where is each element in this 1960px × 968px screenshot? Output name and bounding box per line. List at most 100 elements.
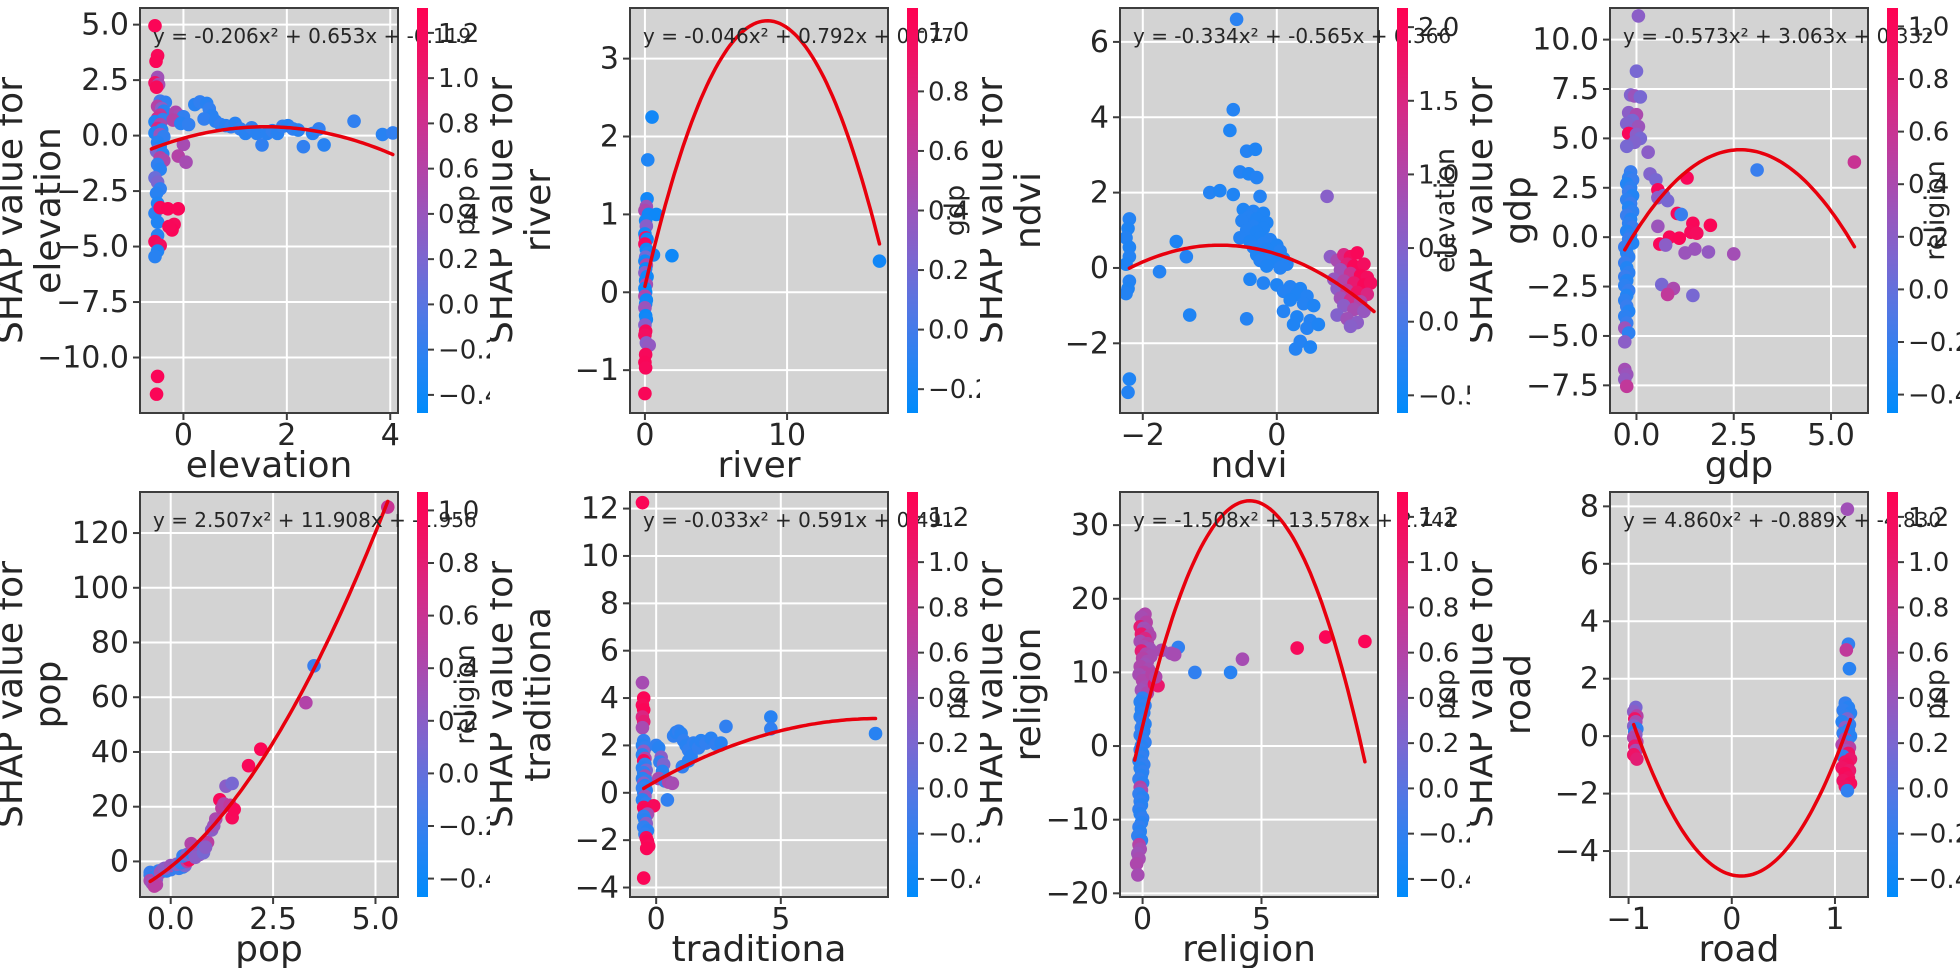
data-point [1120,286,1133,301]
x-axis: 0.0 2.5 5.0 [1613,413,1855,453]
colorbar-axis: 1.2 1.0 0.8 0.6 0.4 0.2 0.0 −0.2 −0.4 [918,503,980,895]
data-point [198,840,213,854]
fit-curve [1623,147,1857,252]
colorbar-tick-label: 0.5 [1418,234,1459,264]
data-point [1248,142,1263,157]
plot-background [1610,492,1868,897]
fit-curve [1132,499,1367,764]
colorbar-tick-label: −0.4 [1908,381,1960,411]
data-point [181,117,196,132]
equation-annotation: y = 2.507x² + 11.908x + -1.956 [153,508,477,532]
y-tick-label: 6 [1090,25,1109,60]
data-point [1311,317,1326,332]
colorbar-tick-label: 0.6 [1418,639,1459,669]
y-tick-label: 0.0 [1551,220,1599,255]
data-point [1750,163,1764,177]
x-tick-label: 0 [1133,902,1152,937]
x-axis-label: religion [1182,929,1316,968]
y-tick-label: 10 [1071,655,1109,690]
data-point [1641,145,1655,160]
y-tick-label: −2.5 [1526,270,1599,305]
data-point [1363,276,1378,290]
data-point [1630,752,1644,766]
y-tick-label: 1 [600,197,619,232]
data-point [1152,264,1167,279]
data-point [1235,652,1250,666]
colorbar [1397,8,1408,413]
colorbar-tick-label: −0.2 [1908,328,1960,358]
data-point [719,719,733,734]
colorbar-tick-label: 0.8 [1418,593,1459,623]
data-point [1303,340,1318,354]
y-tick-label: 2.5 [81,63,129,98]
data-point [148,249,162,264]
y-tick-label: 5.0 [81,8,129,43]
y-axis-label-line2: pop [28,661,69,729]
data-point [1619,379,1634,394]
x-axis-label: ndvi [1211,445,1288,484]
y-axis-label-line2: road [1498,654,1539,735]
data-point [635,720,650,735]
colorbar-tick-label: 1.2 [1418,503,1459,533]
plot-background [630,8,888,413]
x-axis-label: river [717,445,800,484]
x-axis: 0 2 4 [174,413,400,453]
data-point [1306,298,1321,313]
data-point [1347,302,1361,317]
colorbar-tick-label: 0.0 [928,316,969,346]
y-axis-label-line1: SHAP value for [0,561,31,828]
y-axis-label-line2: gdp [1498,176,1539,245]
y-tick-label: 6 [1580,547,1599,582]
data-point [171,202,186,216]
data-point [150,369,165,384]
data-point [1259,259,1274,273]
data-point [1202,185,1217,200]
scatter-points [635,495,883,885]
colorbar-tick-label: 1.0 [1418,160,1459,190]
x-tick-label: 0 [647,902,666,937]
data-point [868,726,883,741]
y-tick-label: 2 [600,728,619,763]
x-tick-label: 4 [381,418,400,453]
y-tick-label: 60 [91,680,129,715]
data-point [254,742,268,757]
data-point [1840,502,1855,517]
y-tick-label: 5.0 [1551,121,1599,156]
colorbar-tick-label: 0.8 [1908,65,1949,95]
colorbar-tick-label: 1.0 [928,18,969,48]
y-tick-label: 80 [91,626,129,661]
plot-content [143,499,395,893]
colorbar-axis: 2.0 1.5 1.0 0.5 0.0 −0.5 [1408,13,1470,411]
colorbar-tick-label: 1.5 [1418,87,1459,117]
fit-curve [149,125,395,157]
y-tick-label: −2 [575,823,619,858]
x-axis: 0 10 [635,413,806,453]
x-tick-label: 5.0 [1807,418,1855,453]
data-point [1239,312,1254,326]
y-tick-label: 2 [600,120,619,155]
colorbar-tick-label: 0.2 [1908,729,1949,759]
y-tick-label: −2 [1065,326,1109,361]
x-tick-label: 0 [1722,902,1741,937]
data-point [1296,296,1311,311]
x-axis: −2 0 [1121,413,1286,453]
colorbar-label: pop [1920,669,1951,720]
colorbar-tick-label: 1.0 [928,548,969,578]
data-point [1617,335,1632,349]
data-point [1223,123,1237,138]
colorbar-tick-label: −0.2 [438,812,490,842]
plot-background [140,492,398,897]
gridlines [1610,492,1868,897]
colorbar [1887,492,1898,897]
colorbar-tick-label: 0.2 [438,245,479,275]
plot-spines [139,491,399,898]
x-tick-label: 1 [1825,902,1844,937]
data-point [1633,90,1648,104]
plot-spines [1609,491,1869,898]
x-axis: −1 0 1 [1606,897,1845,937]
y-tick-label: −10.0 [37,341,129,376]
x-axis-label: pop [235,929,303,968]
colorbar-tick-label: −0.4 [1908,865,1960,895]
y-tick-label: 30 [1071,508,1109,543]
chart-gdp: 0.0 2.5 5.0 gdp 10.0 7.5 5.0 2.5 0.0 −2.5 −5.0 −7.5… [1470,7,1960,484]
